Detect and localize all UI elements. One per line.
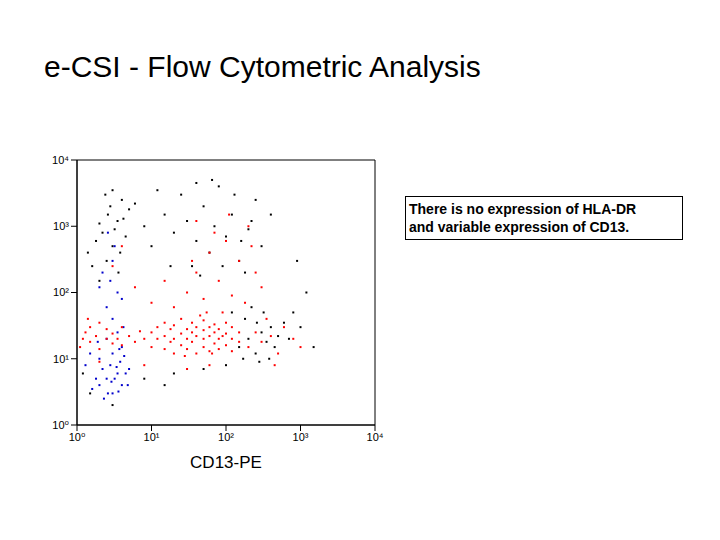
svg-text:10¹: 10¹ xyxy=(144,431,160,443)
html-text:There is no expression of HLA-: There is no expression of HLA-DR and var… xyxy=(409,201,637,235)
svg-text:10⁴: 10⁴ xyxy=(367,431,384,443)
svg-text:10²: 10² xyxy=(218,431,234,443)
svg-text:CD13-PE: CD13-PE xyxy=(190,453,262,470)
svg-text:10⁰: 10⁰ xyxy=(69,431,86,443)
svg-text:10¹: 10¹ xyxy=(53,353,69,365)
html-text:e-CSI - Flow Cytometric Analys: e-CSI - Flow Cytometric Analysis xyxy=(44,50,481,83)
svg-text:10³: 10³ xyxy=(53,220,69,232)
svg-text:10²: 10² xyxy=(53,286,69,298)
svg-text:10⁴: 10⁴ xyxy=(52,154,69,166)
svg-text:10³: 10³ xyxy=(293,431,309,443)
svg-text:10⁰: 10⁰ xyxy=(52,419,69,431)
